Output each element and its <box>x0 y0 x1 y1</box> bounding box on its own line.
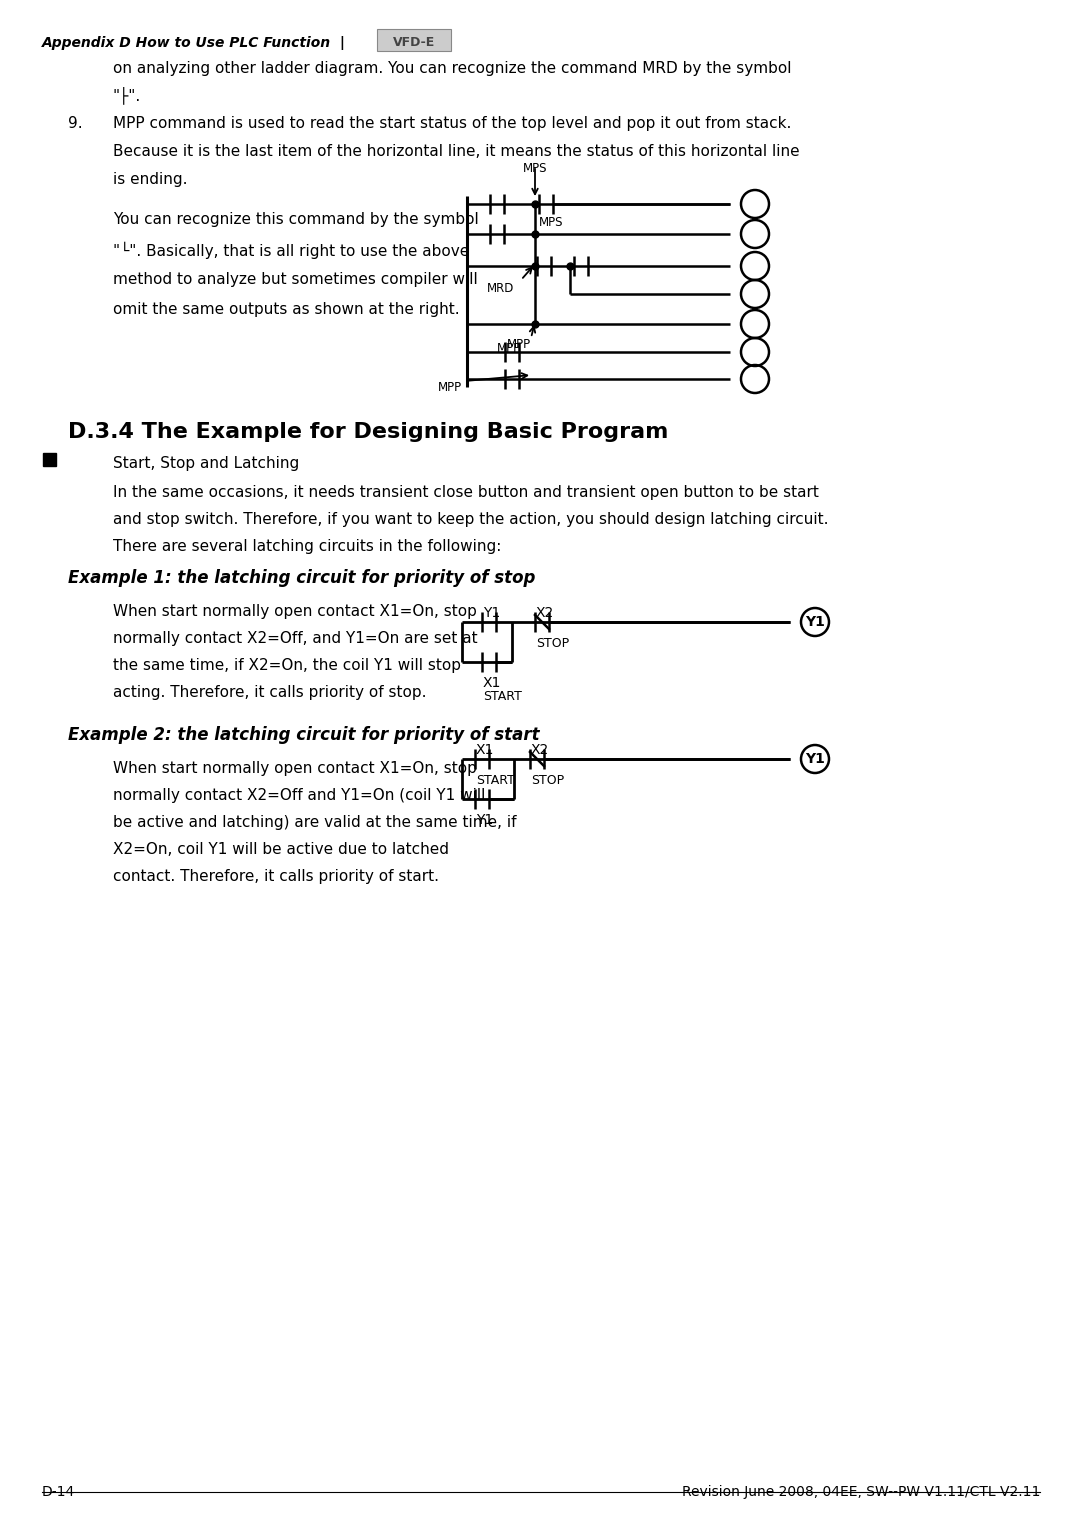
Text: normally contact X2=Off, and Y1=On are set at: normally contact X2=Off, and Y1=On are s… <box>113 630 477 646</box>
Text: X1: X1 <box>476 742 495 756</box>
Text: When start normally open contact X1=On, stop: When start normally open contact X1=On, … <box>113 604 477 620</box>
Text: D-14: D-14 <box>42 1485 76 1499</box>
Text: the same time, if X2=On, the coil Y1 will stop: the same time, if X2=On, the coil Y1 wil… <box>113 658 461 673</box>
Text: 9.: 9. <box>68 117 83 130</box>
Text: START: START <box>483 690 522 703</box>
Text: be active and latching) are valid at the same time, if: be active and latching) are valid at the… <box>113 815 516 830</box>
Text: D.3.4 The Example for Designing Basic Program: D.3.4 The Example for Designing Basic Pr… <box>68 422 669 442</box>
Text: When start normally open contact X1=On, stop: When start normally open contact X1=On, … <box>113 761 477 776</box>
Bar <box>43 453 56 466</box>
Text: Y1: Y1 <box>476 813 494 827</box>
Text: Y1: Y1 <box>805 615 825 629</box>
Text: In the same occasions, it needs transient close button and transient open button: In the same occasions, it needs transien… <box>113 485 819 500</box>
Text: normally contact X2=Off and Y1=On (coil Y1 will: normally contact X2=Off and Y1=On (coil … <box>113 788 485 802</box>
Text: omit the same outputs as shown at the right.: omit the same outputs as shown at the ri… <box>113 302 460 318</box>
Text: "├".: "├". <box>113 86 141 104</box>
Text: X2: X2 <box>536 606 554 620</box>
Text: contact. Therefore, it calls priority of start.: contact. Therefore, it calls priority of… <box>113 868 438 884</box>
Text: MPP: MPP <box>437 380 462 394</box>
Text: method to analyze but sometimes compiler will: method to analyze but sometimes compiler… <box>113 272 477 287</box>
Text: Because it is the last item of the horizontal line, it means the status of this : Because it is the last item of the horiz… <box>113 144 799 160</box>
Text: X2=On, coil Y1 will be active due to latched: X2=On, coil Y1 will be active due to lat… <box>113 842 449 858</box>
Text: MRD: MRD <box>487 282 514 295</box>
Text: MPP: MPP <box>497 342 521 354</box>
Text: VFD-E: VFD-E <box>393 35 435 49</box>
Text: "└". Basically, that is all right to use the above: "└". Basically, that is all right to use… <box>113 242 469 259</box>
Text: Y1: Y1 <box>805 752 825 765</box>
Text: Example 1: the latching circuit for priority of stop: Example 1: the latching circuit for prio… <box>68 569 536 588</box>
Text: Example 2: the latching circuit for priority of start: Example 2: the latching circuit for prio… <box>68 726 540 744</box>
Text: There are several latching circuits in the following:: There are several latching circuits in t… <box>113 538 501 554</box>
Text: Y1: Y1 <box>483 606 500 620</box>
Text: MPS: MPS <box>523 163 548 175</box>
Text: and stop switch. Therefore, if you want to keep the action, you should design la: and stop switch. Therefore, if you want … <box>113 512 828 528</box>
Text: STOP: STOP <box>531 775 564 787</box>
Text: acting. Therefore, it calls priority of stop.: acting. Therefore, it calls priority of … <box>113 686 427 700</box>
Text: MPP command is used to read the start status of the top level and pop it out fro: MPP command is used to read the start st… <box>113 117 792 130</box>
FancyBboxPatch shape <box>377 29 451 51</box>
Text: MPS: MPS <box>539 216 564 229</box>
Text: MPP: MPP <box>507 337 531 351</box>
Text: START: START <box>476 775 515 787</box>
Text: X1: X1 <box>483 676 501 690</box>
Text: Appendix D How to Use PLC Function  |: Appendix D How to Use PLC Function | <box>42 35 346 51</box>
Text: Revision June 2008, 04EE, SW--PW V1.11/CTL V2.11: Revision June 2008, 04EE, SW--PW V1.11/C… <box>681 1485 1040 1499</box>
Text: on analyzing other ladder diagram. You can recognize the command MRD by the symb: on analyzing other ladder diagram. You c… <box>113 61 792 77</box>
Text: X2: X2 <box>531 742 550 756</box>
Text: You can recognize this command by the symbol: You can recognize this command by the sy… <box>113 212 478 227</box>
Text: Start, Stop and Latching: Start, Stop and Latching <box>113 456 299 471</box>
Text: STOP: STOP <box>536 637 569 650</box>
Text: is ending.: is ending. <box>113 172 188 187</box>
